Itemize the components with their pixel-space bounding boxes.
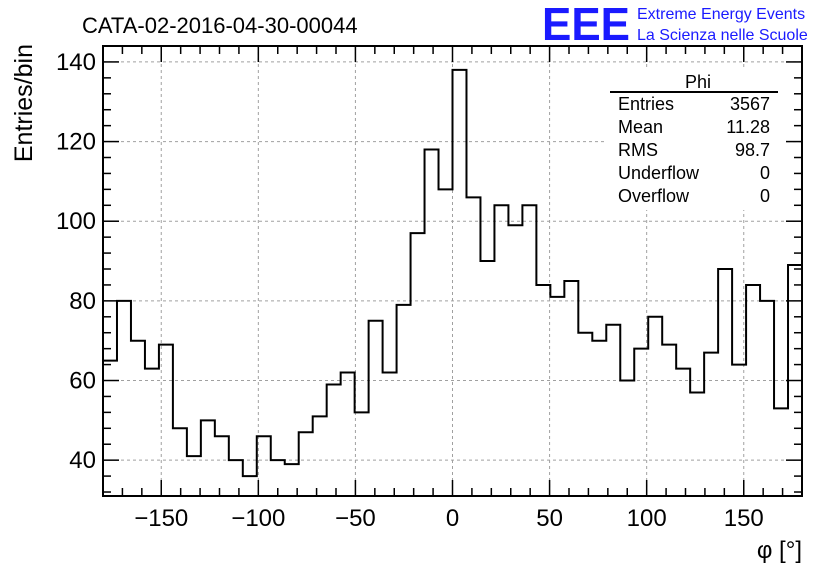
chart-title: CATA-02-2016-04-30-00044 — [82, 13, 358, 38]
stats-box: Phi Entries 3567 Mean 11.28 RMS 98.7 Underflow… — [606, 70, 784, 210]
stats-row-label: Mean — [618, 117, 663, 137]
x-tick-label: 0 — [446, 505, 459, 532]
y-tick-label: 140 — [56, 49, 96, 76]
stats-row-label: Underflow — [618, 163, 700, 183]
logo-line-2: La Scienza nelle Scuole — [637, 27, 808, 44]
x-tick-label: 150 — [724, 505, 764, 532]
x-tick-label: −100 — [231, 505, 285, 532]
y-tick-label: 80 — [69, 288, 96, 315]
x-tick-label: 100 — [627, 505, 667, 532]
stats-box-background — [606, 70, 784, 210]
stats-row-label: Entries — [618, 94, 674, 114]
y-tick-label: 100 — [56, 208, 96, 235]
x-tick-label: −50 — [335, 505, 376, 532]
y-tick-label: 120 — [56, 129, 96, 156]
x-tick-label: 50 — [536, 505, 563, 532]
x-tick-label: −150 — [134, 505, 188, 532]
stats-row-label: RMS — [618, 140, 658, 160]
stats-row-value: 3567 — [730, 94, 770, 114]
y-axis-label: Entries/bin — [10, 44, 38, 162]
eee-logo-mark: EEE — [542, 0, 630, 50]
eee-logo: EEE Extreme Energy Events La Scienza nel… — [542, 0, 808, 50]
y-tick-label: 40 — [69, 447, 96, 474]
stats-row-value: 11.28 — [726, 117, 770, 137]
logo-line-1: Extreme Energy Events — [637, 6, 805, 23]
stats-row-label: Overflow — [618, 186, 690, 206]
x-tick-labels: −150 −100 −50 0 50 100 150 — [134, 505, 764, 532]
y-tick-labels: 40 60 80 100 120 140 — [56, 49, 96, 474]
stats-title: Phi — [685, 72, 711, 92]
stats-row-value: 0 — [760, 163, 770, 183]
stats-row-value: 98.7 — [735, 140, 770, 160]
y-tick-label: 60 — [69, 368, 96, 395]
axis-ticks — [102, 45, 803, 496]
stats-row-value: 0 — [760, 186, 770, 206]
histogram-outline — [103, 68, 803, 496]
x-axis-label: φ [°] — [757, 537, 802, 564]
